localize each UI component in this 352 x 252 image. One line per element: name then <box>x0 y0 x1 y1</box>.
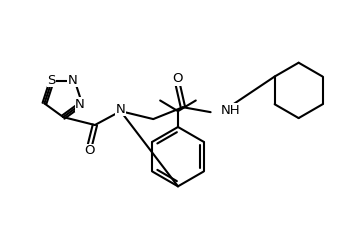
Text: N: N <box>75 98 85 111</box>
Text: O: O <box>85 144 95 157</box>
Text: O: O <box>173 72 183 85</box>
Text: N: N <box>116 103 126 116</box>
Text: N: N <box>68 74 78 87</box>
Text: S: S <box>48 74 56 87</box>
Text: NH: NH <box>220 104 240 117</box>
